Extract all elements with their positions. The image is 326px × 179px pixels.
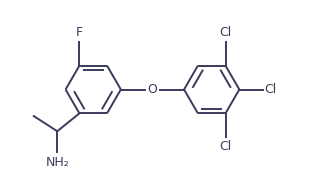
Text: NH₂: NH₂	[45, 156, 69, 169]
Text: Cl: Cl	[219, 140, 232, 153]
Text: Cl: Cl	[219, 26, 232, 39]
Text: O: O	[147, 83, 157, 96]
Text: Cl: Cl	[264, 83, 277, 96]
Text: F: F	[76, 26, 83, 39]
